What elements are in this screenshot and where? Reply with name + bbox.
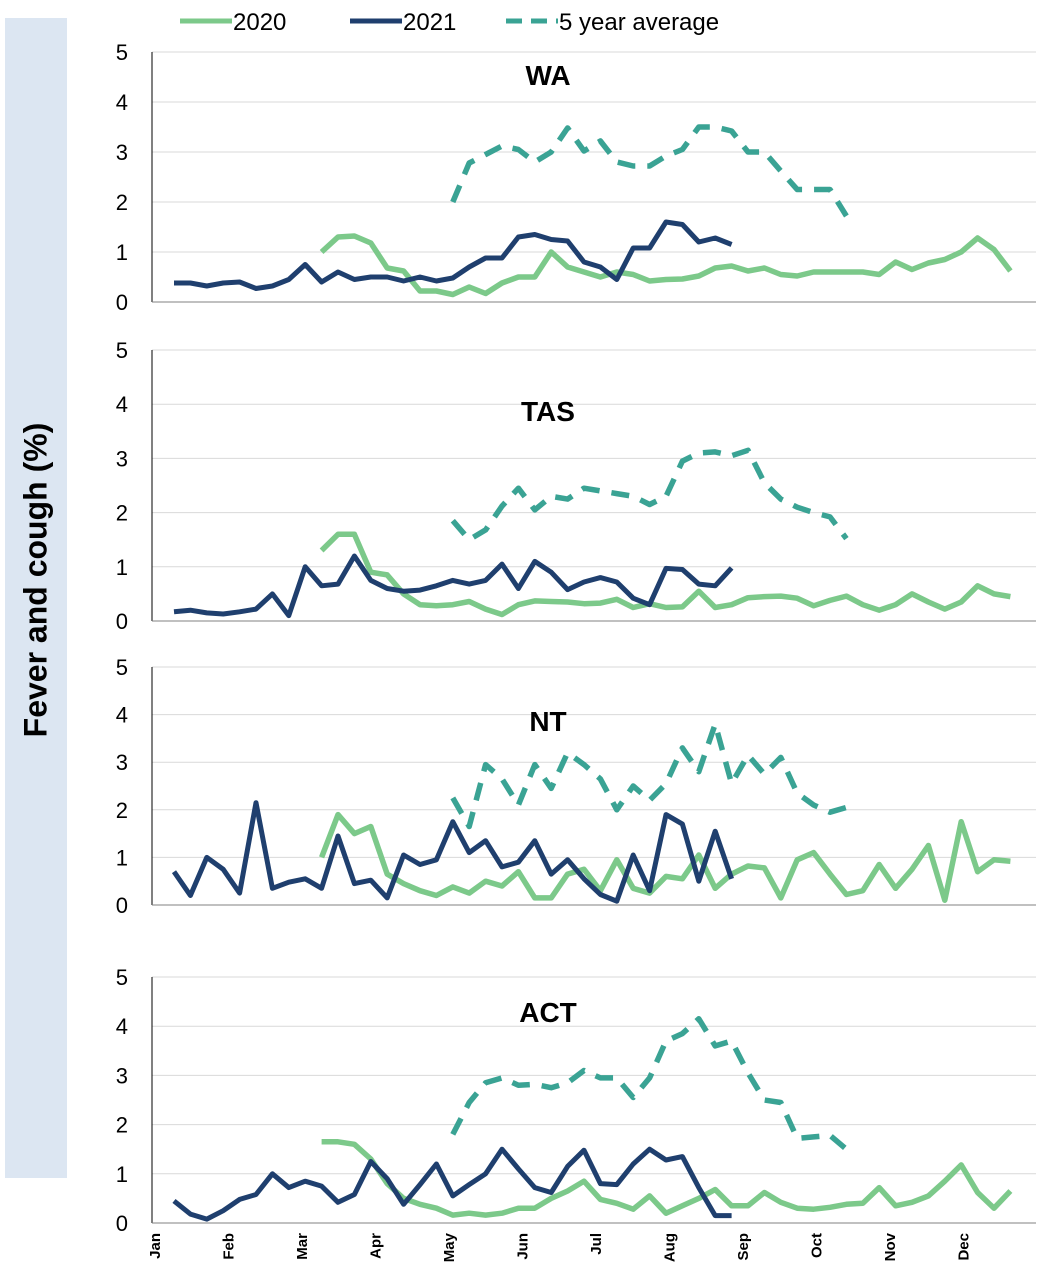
y-axis-label-band — [5, 18, 67, 1178]
series-line-2020 — [319, 811, 1011, 903]
x-tick-label-mar: Mar — [294, 1233, 311, 1260]
y-tick-label: 3 — [116, 1063, 128, 1088]
y-tick-label: 4 — [116, 1014, 128, 1039]
y-tick-label: 3 — [116, 140, 128, 165]
y-tick-label: 5 — [116, 655, 128, 680]
y-tick-label: 3 — [116, 750, 128, 775]
x-tick-label-sep: Sep — [735, 1233, 752, 1261]
panel-tas: 0 1 2 3 4 5 TAS — [116, 338, 1036, 634]
y-tick-label: 2 — [116, 1113, 128, 1138]
series-line-2021 — [173, 553, 734, 619]
y-tick-label: 2 — [116, 501, 128, 526]
series-line-2021 — [172, 1146, 732, 1222]
x-tick-label-apr: Apr — [368, 1233, 385, 1259]
series-line-2021 — [171, 800, 734, 904]
y-tick-label: 2 — [116, 798, 128, 823]
x-tick-label-dec: Dec — [956, 1233, 973, 1261]
legend-item-2020: 2020 — [180, 9, 286, 36]
series-line-5-year-average — [450, 721, 848, 830]
y-tick-label: 1 — [116, 555, 128, 580]
panel-title: ACT — [519, 997, 577, 1028]
x-tick-label-aug: Aug — [662, 1233, 679, 1262]
legend-label-2020: 2020 — [233, 9, 286, 36]
y-tick-label: 4 — [116, 90, 128, 115]
panel-title: TAS — [521, 396, 575, 427]
series-line-5-year-average — [450, 1016, 849, 1152]
legend-label-2021: 2021 — [403, 9, 456, 36]
y-tick-label: 1 — [116, 1162, 128, 1187]
x-tick-label-nov: Nov — [882, 1232, 899, 1261]
y-tick-label: 5 — [116, 965, 128, 990]
series-line-2020 — [319, 233, 1013, 298]
y-tick-label: 5 — [116, 40, 128, 65]
panel-title: WA — [525, 60, 570, 91]
x-tick-label-jun: Jun — [515, 1233, 532, 1260]
y-tick-label: 4 — [116, 703, 128, 728]
series-line-2021 — [174, 219, 733, 291]
series-line-2020 — [321, 1139, 1013, 1218]
legend-item-2021: 2021 — [350, 9, 456, 36]
series-line-5-year-average — [450, 124, 849, 218]
x-axis: Jan Feb Mar Apr May Jun Jul Aug Sep Oct Nov Dec — [147, 1232, 973, 1262]
y-tick-label: 3 — [116, 446, 128, 471]
legend: 2020 2021 5 year average — [180, 9, 719, 36]
y-tick-label: 0 — [116, 893, 128, 918]
y-tick-label: 5 — [116, 338, 128, 363]
y-tick-label: 0 — [116, 290, 128, 315]
y-tick-label: 2 — [116, 190, 128, 215]
panel-wa: 0 1 2 3 4 5 WA — [116, 40, 1036, 315]
y-tick-label: 1 — [116, 240, 128, 265]
legend-label-5-year-average: 5 year average — [559, 9, 719, 36]
x-tick-label-feb: Feb — [221, 1233, 238, 1260]
chart-panels: 0 1 2 3 4 5 WA 0 1 2 3 4 5 TAS 0 1 2 3 4 5 NT 0 1 2 3 4 5 ACT — [116, 40, 1036, 1236]
y-tick-label: 0 — [116, 1211, 128, 1236]
y-tick-label: 4 — [116, 392, 128, 417]
y-tick-label: 0 — [116, 609, 128, 634]
x-tick-label-may: May — [441, 1232, 458, 1262]
legend-item-5-year-average: 5 year average — [506, 9, 719, 36]
panel-nt: 0 1 2 3 4 5 NT — [116, 655, 1036, 918]
x-tick-label-oct: Oct — [809, 1233, 826, 1258]
x-tick-label-jul: Jul — [588, 1233, 605, 1255]
x-tick-label-jan: Jan — [147, 1233, 164, 1259]
series-line-5-year-average — [450, 447, 849, 543]
series-line-2020 — [319, 531, 1011, 618]
y-tick-label: 1 — [116, 845, 128, 870]
panel-act: 0 1 2 3 4 5 ACT — [116, 965, 1036, 1236]
panel-title: NT — [529, 706, 566, 737]
